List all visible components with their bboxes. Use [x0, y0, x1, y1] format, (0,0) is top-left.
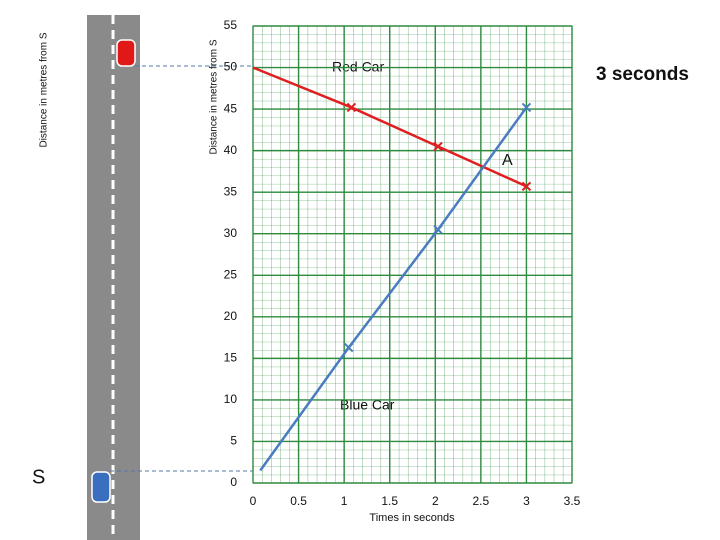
y-tick-label: 40	[224, 143, 238, 157]
point-marker	[521, 102, 532, 113]
y-tick-label: 50	[224, 60, 238, 74]
y-tick-label: 45	[224, 101, 238, 115]
x-tick-label: 0	[250, 494, 257, 508]
x-tick-label: 3	[523, 494, 530, 508]
point-marker	[433, 224, 443, 235]
x-tick-label: 0.5	[290, 494, 307, 508]
annotation: Blue Car	[340, 397, 395, 413]
y-tick-label: 35	[224, 184, 238, 198]
y-axis-title: Distance in metres from S	[209, 39, 220, 154]
y-tick-label: 5	[230, 434, 237, 448]
y-tick-label: 15	[224, 351, 238, 365]
annotation: A	[502, 152, 513, 169]
blue-car	[91, 471, 111, 503]
road-axis-label: Distance in metres from S	[39, 32, 50, 147]
x-tick-label: 1	[341, 494, 348, 508]
point-marker	[433, 141, 443, 152]
y-tick-label: 25	[224, 267, 238, 281]
point-marker	[343, 342, 354, 353]
series-line	[259, 106, 528, 472]
annotation: Red Car	[332, 59, 384, 75]
y-tick-label: 55	[224, 18, 238, 32]
y-tick-label: 10	[224, 392, 238, 406]
x-axis-title: Times in seconds	[369, 512, 455, 524]
annotation: 3 seconds	[596, 64, 689, 85]
x-tick-label: 1.5	[381, 494, 398, 508]
start-label: S	[32, 466, 45, 488]
y-tick-label: 20	[224, 309, 238, 323]
y-tick-label: 30	[224, 226, 238, 240]
x-tick-label: 3.5	[564, 494, 581, 508]
point-marker	[346, 102, 357, 113]
point-marker	[521, 181, 532, 192]
x-tick-label: 2.5	[473, 494, 490, 508]
y-tick-label: 0	[230, 475, 237, 489]
red-car	[116, 39, 136, 67]
x-tick-label: 2	[432, 494, 439, 508]
